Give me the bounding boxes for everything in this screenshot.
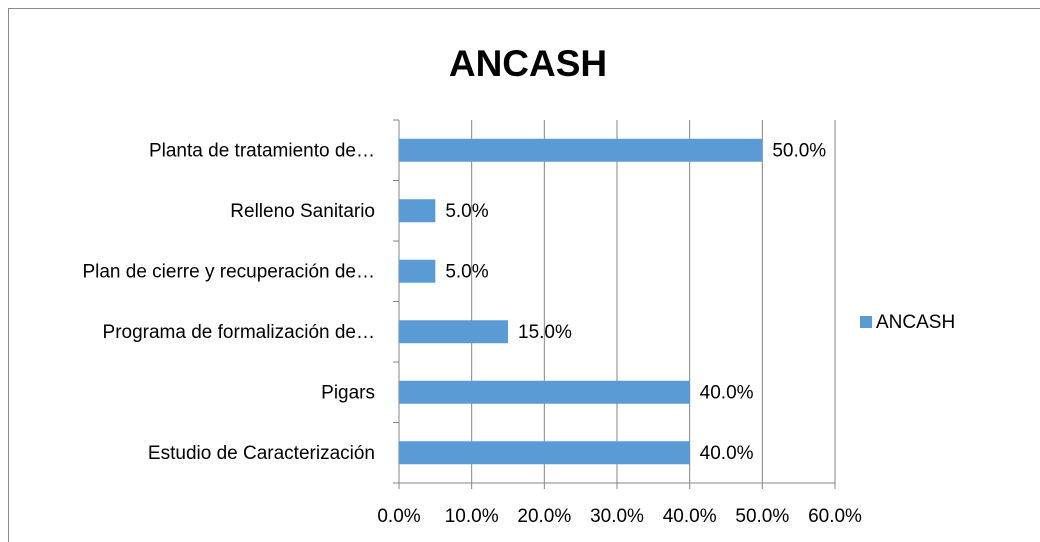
data-label: 5.0% xyxy=(445,261,488,282)
x-tick-label: 10.0% xyxy=(445,506,499,527)
bar xyxy=(399,138,763,162)
x-tick-label: 30.0% xyxy=(590,506,644,527)
y-tick-label: Pigars xyxy=(321,382,375,403)
x-tick-label: 0.0% xyxy=(377,506,420,527)
x-tick-label: 40.0% xyxy=(663,506,717,527)
legend-swatch xyxy=(860,316,872,328)
data-label: 50.0% xyxy=(772,140,826,161)
data-label: 5.0% xyxy=(445,201,488,222)
y-tick-label: Programa de formalización de… xyxy=(103,322,375,343)
y-tick-label: Planta de tratamiento de… xyxy=(149,140,375,161)
y-tick-label: Plan de cierre y recuperación de… xyxy=(82,261,375,282)
data-label: 15.0% xyxy=(518,322,572,343)
data-label: 40.0% xyxy=(700,382,754,403)
bar xyxy=(399,380,690,404)
bar xyxy=(399,320,508,344)
y-tick-label: Relleno Sanitario xyxy=(230,201,375,222)
bar xyxy=(399,199,436,223)
x-tick-label: 50.0% xyxy=(735,506,789,527)
chart-title: ANCASH xyxy=(449,43,607,84)
data-label: 40.0% xyxy=(700,443,754,464)
x-tick-label: 60.0% xyxy=(808,506,862,527)
bar xyxy=(399,441,690,465)
bar xyxy=(399,259,436,283)
y-tick-label: Estudio de Caracterización xyxy=(148,443,375,464)
x-tick-label: 20.0% xyxy=(517,506,571,527)
legend-label: ANCASH xyxy=(876,312,955,333)
